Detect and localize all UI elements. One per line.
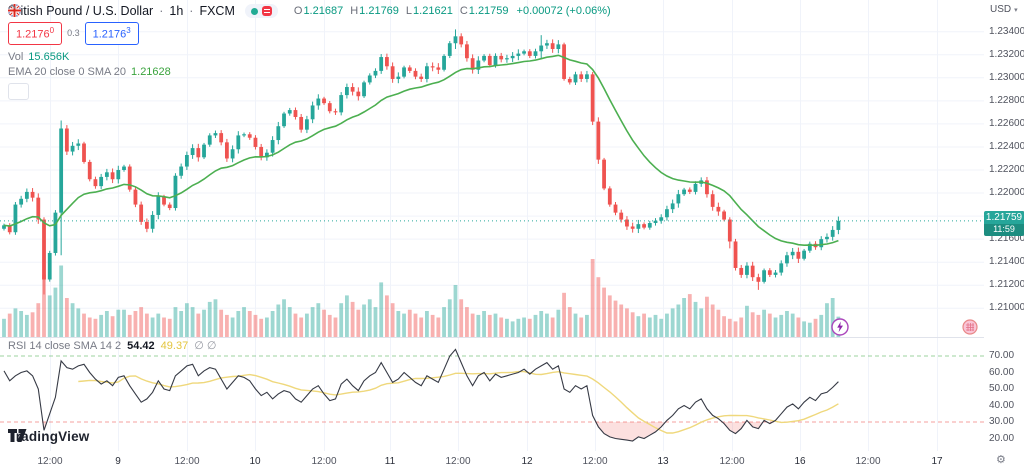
tradingview-mark-icon bbox=[8, 429, 27, 442]
rsi-tick-label: 60.00 bbox=[989, 366, 1015, 378]
time-axis[interactable]: 12:00 9 12:00 10 12:00 11 12:00 12 12:00 13 12:00 1… bbox=[0, 451, 1024, 470]
open-label: O bbox=[293, 5, 303, 17]
price-axis[interactable]: USD ▾ 1.23400 1.23200 1.23000 1.22800 1.22600… bbox=[984, 0, 1024, 451]
rsi-sma-line bbox=[78, 370, 839, 434]
current-price-value: 1.21759 bbox=[984, 210, 1024, 224]
rsi-legend: RSI 14 close SMA 14 2 54.42 49.37 ∅ ∅ bbox=[8, 339, 217, 353]
price-tick-label: 1.23400 bbox=[989, 25, 1024, 37]
rsi-sma-value: 49.37 bbox=[160, 339, 189, 352]
price-tick-label: 1.21000 bbox=[989, 302, 1024, 314]
rsi-label: RSI 14 close SMA 14 2 bbox=[8, 339, 122, 352]
gbp-flag-icon bbox=[8, 4, 21, 17]
chevron-up-icon bbox=[8, 4, 16, 9]
spread-value: 0.3 bbox=[67, 28, 80, 39]
tradingview-logo[interactable]: TradingView bbox=[8, 429, 89, 444]
price-tick-label: 1.22000 bbox=[989, 187, 1024, 199]
time-tick-label: 12:00 bbox=[174, 456, 200, 467]
change-value: +0.00072 (+0.06%) bbox=[516, 5, 611, 17]
title-separator: · bbox=[159, 4, 164, 18]
high-value: 1.21769 bbox=[359, 5, 399, 17]
title-separator: · bbox=[189, 4, 194, 18]
price-tick-label: 1.21400 bbox=[989, 256, 1024, 268]
time-tick-label: 12:00 bbox=[445, 456, 471, 467]
collapse-pane-button[interactable] bbox=[8, 4, 29, 100]
rsi-tick-label: 20.00 bbox=[989, 432, 1015, 444]
price-tick-label: 1.22800 bbox=[989, 94, 1024, 106]
current-price-label: 1.21759 11:59 bbox=[984, 210, 1024, 236]
ema-legend: EMA 20 close 0 SMA 20 1.21628 bbox=[8, 66, 611, 78]
time-tick-label: 9 bbox=[115, 456, 121, 467]
ohlc-readout: O1.21687 H1.21769 L1.21621 C1.21759 +0.0… bbox=[294, 5, 611, 17]
time-tick-label: 12:00 bbox=[582, 456, 608, 467]
price-tick-label: 1.21600 bbox=[989, 233, 1024, 245]
time-tick-label: 12:00 bbox=[719, 456, 745, 467]
price-tick-label: 1.23000 bbox=[989, 71, 1024, 83]
rsi-line bbox=[3, 348, 839, 442]
tradingview-logo-text: TradingView bbox=[8, 429, 90, 444]
axis-settings-gear-icon[interactable]: ⚙ bbox=[996, 454, 1006, 466]
time-tick-label: 12:00 bbox=[311, 456, 337, 467]
sell-bid-button[interactable]: 1.21760 bbox=[8, 22, 63, 45]
ema-value: 1.21628 bbox=[131, 65, 171, 78]
time-tick-label: 10 bbox=[249, 456, 261, 467]
time-tick-label: 16 bbox=[794, 456, 806, 467]
rsi-tick-label: 50.00 bbox=[989, 383, 1015, 394]
rsi-tick-label: 70.00 bbox=[989, 350, 1015, 361]
market-open-dot-icon bbox=[250, 7, 258, 15]
rsi-value: 54.42 bbox=[127, 339, 155, 352]
interval-label[interactable]: 1h bbox=[169, 4, 184, 18]
market-status-pill[interactable] bbox=[244, 4, 278, 18]
time-tick-label: 12:00 bbox=[855, 456, 881, 467]
price-tick-label: 1.23200 bbox=[989, 48, 1024, 60]
exchange-label[interactable]: FXCM bbox=[199, 4, 235, 18]
time-tick-label: 17 bbox=[931, 456, 943, 467]
open-value: 1.21687 bbox=[303, 5, 344, 17]
data-issue-icon bbox=[261, 6, 272, 16]
candlestick-series bbox=[2, 29, 841, 295]
volume-label: Vol bbox=[8, 50, 24, 63]
price-tick-label: 1.21200 bbox=[989, 279, 1024, 291]
ema-line bbox=[3, 54, 839, 247]
rsi-null-values: ∅ ∅ bbox=[194, 340, 217, 352]
close-value: 1.21759 bbox=[468, 5, 509, 17]
rsi-tick-label: 40.00 bbox=[989, 399, 1015, 411]
time-tick-label: 12:00 bbox=[37, 456, 63, 467]
buy-ask-button[interactable]: 1.21763 bbox=[84, 22, 139, 45]
close-label: C bbox=[459, 5, 468, 17]
time-tick-label: 11 bbox=[384, 456, 396, 467]
rsi-pane bbox=[3, 348, 839, 442]
bar-countdown: 11:59 bbox=[984, 223, 1024, 236]
price-tick-label: 1.22400 bbox=[989, 140, 1024, 152]
ema-label: EMA 20 close 0 SMA 20 bbox=[8, 65, 127, 78]
volume-legend: Vol 15.656K bbox=[8, 51, 611, 63]
low-label: L bbox=[405, 5, 413, 17]
volume-series bbox=[2, 259, 841, 337]
volume-value: 15.656K bbox=[28, 50, 70, 63]
time-tick-label: 12 bbox=[521, 456, 533, 467]
rsi-tick-label: 30.00 bbox=[989, 416, 1015, 427]
chart-legend: British Pound / U.S. Dollar · 1h · FXCM … bbox=[8, 4, 611, 100]
chevron-down-icon: ▾ bbox=[1014, 7, 1018, 14]
symbol-title[interactable]: British Pound / U.S. Dollar bbox=[8, 4, 154, 18]
high-label: H bbox=[350, 5, 359, 17]
lightning-bolt-icon bbox=[837, 321, 843, 333]
currency-dropdown[interactable]: USD ▾ bbox=[990, 4, 1018, 15]
price-tick-label: 1.22600 bbox=[989, 117, 1024, 129]
low-value: 1.21621 bbox=[413, 5, 453, 17]
price-tick-label: 1.22200 bbox=[989, 164, 1024, 175]
time-tick-label: 13 bbox=[657, 456, 669, 467]
grid-lines bbox=[0, 0, 984, 451]
